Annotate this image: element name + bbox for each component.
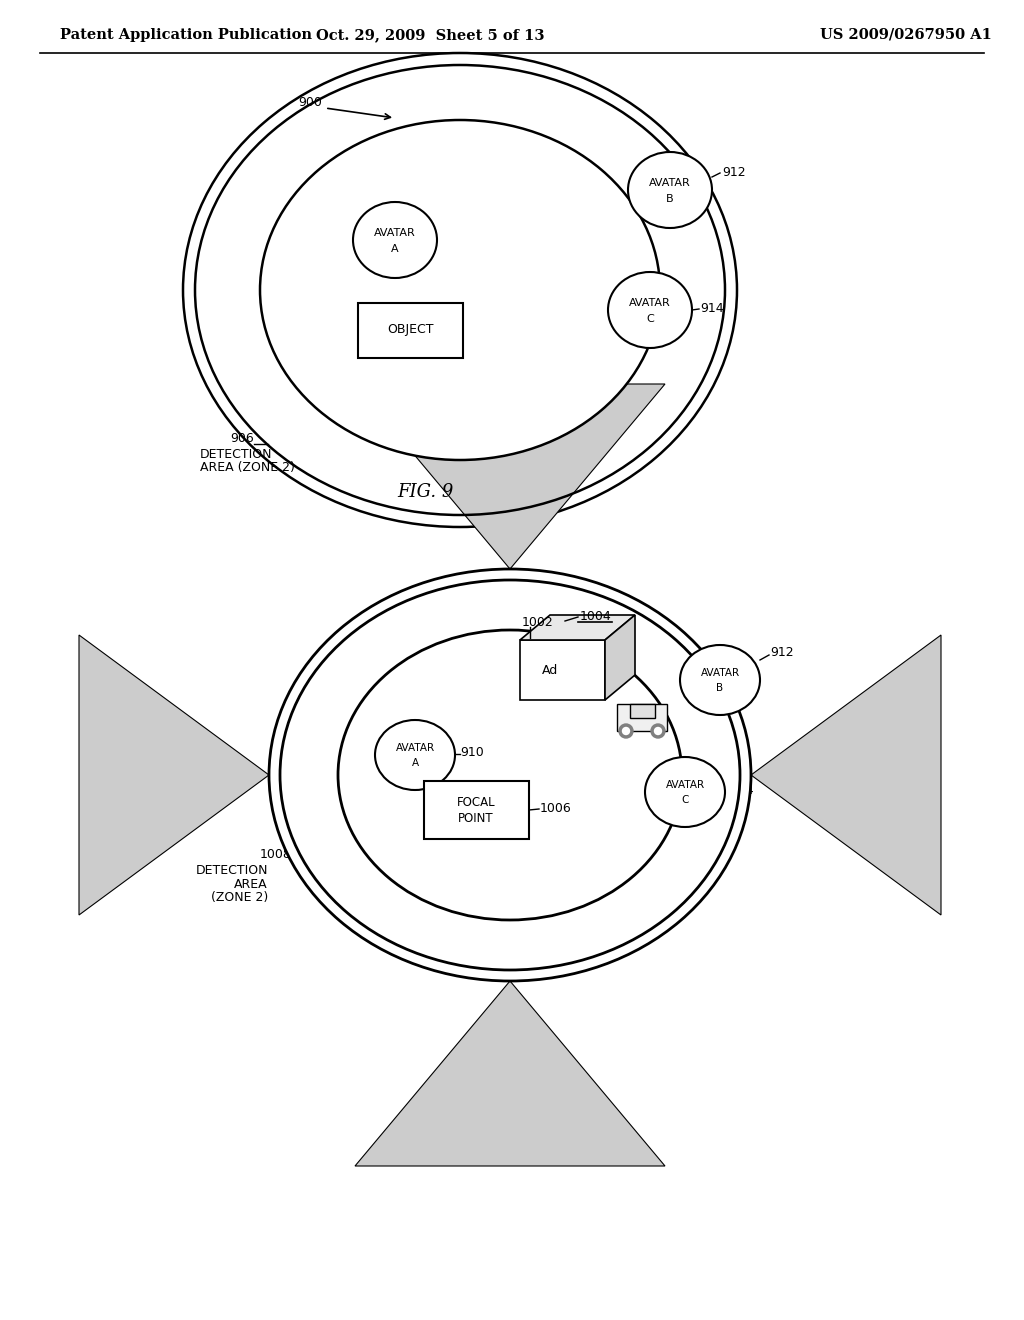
Polygon shape [355, 981, 665, 1166]
Text: 912: 912 [722, 165, 745, 178]
Text: Ad: Ad [542, 664, 558, 676]
Ellipse shape [269, 569, 751, 981]
Text: 914: 914 [700, 301, 724, 314]
Ellipse shape [628, 152, 712, 228]
Ellipse shape [608, 272, 692, 348]
Text: 1002: 1002 [522, 616, 554, 630]
Text: Oct. 29, 2009  Sheet 5 of 13: Oct. 29, 2009 Sheet 5 of 13 [315, 28, 544, 42]
Ellipse shape [183, 53, 737, 527]
Text: POINT: POINT [458, 813, 494, 825]
Text: US 2009/0267950 A1: US 2009/0267950 A1 [820, 28, 992, 42]
Bar [424, 781, 528, 840]
Ellipse shape [338, 630, 682, 920]
Text: B: B [717, 682, 724, 693]
Text: AREA: AREA [234, 878, 268, 891]
Text: 902: 902 [406, 265, 429, 279]
Text: 1008: 1008 [260, 849, 292, 862]
Text: 912: 912 [770, 645, 794, 659]
Polygon shape [751, 635, 941, 915]
Polygon shape [79, 635, 269, 915]
Text: 914: 914 [730, 784, 754, 796]
Ellipse shape [645, 756, 725, 828]
Bar [617, 704, 667, 731]
Text: FIG. 9: FIG. 9 [397, 483, 454, 502]
Circle shape [651, 723, 665, 738]
Text: FIELD (ZONE 1): FIELD (ZONE 1) [472, 887, 568, 900]
Text: DETECTION: DETECTION [200, 447, 272, 461]
Text: 1000: 1000 [504, 908, 536, 920]
Bar [630, 704, 654, 718]
Ellipse shape [260, 120, 660, 459]
Text: C: C [681, 795, 689, 805]
Text: AVATAR: AVATAR [629, 298, 671, 308]
Circle shape [654, 727, 662, 734]
Polygon shape [520, 615, 635, 640]
Ellipse shape [353, 202, 437, 279]
Text: 904: 904 [409, 417, 432, 430]
Circle shape [623, 727, 630, 734]
Text: 910: 910 [460, 747, 483, 759]
Text: AVATAR: AVATAR [666, 780, 705, 789]
Text: (ZONE 2): (ZONE 2) [211, 891, 268, 904]
Polygon shape [520, 640, 605, 700]
Text: 1006: 1006 [540, 801, 571, 814]
Text: AVATAR: AVATAR [649, 178, 691, 187]
Text: FIG. 10: FIG. 10 [456, 941, 524, 960]
Text: DETECTION: DETECTION [196, 863, 268, 876]
Bar [357, 302, 463, 358]
Text: OBJECT: OBJECT [387, 323, 433, 337]
Ellipse shape [680, 645, 760, 715]
Text: AVATAR: AVATAR [395, 743, 434, 752]
Text: 1004: 1004 [580, 610, 611, 623]
Circle shape [618, 723, 633, 738]
Text: AVATAR: AVATAR [374, 228, 416, 238]
Text: VIEWABLE: VIEWABLE [388, 384, 452, 396]
Polygon shape [355, 384, 665, 569]
Text: FOCAL: FOCAL [457, 796, 496, 808]
Text: Patent Application Publication: Patent Application Publication [60, 28, 312, 42]
Polygon shape [605, 615, 635, 700]
Text: A: A [391, 244, 398, 253]
Text: B: B [667, 194, 674, 205]
Text: AVATAR: AVATAR [700, 668, 739, 678]
Text: 910: 910 [323, 231, 346, 244]
Text: FIELD (ZONE 1): FIELD (ZONE 1) [372, 397, 468, 411]
Text: C: C [646, 314, 654, 323]
Text: 900: 900 [298, 95, 322, 108]
Ellipse shape [375, 719, 455, 789]
Text: 906: 906 [230, 432, 254, 445]
Text: VIEWABLE: VIEWABLE [488, 874, 552, 887]
Text: AREA (ZONE 2): AREA (ZONE 2) [200, 462, 295, 474]
Text: A: A [412, 758, 419, 768]
